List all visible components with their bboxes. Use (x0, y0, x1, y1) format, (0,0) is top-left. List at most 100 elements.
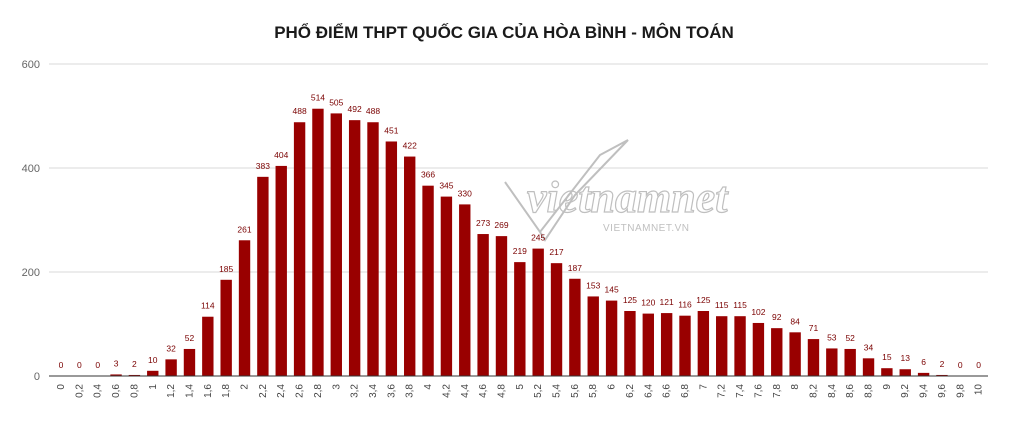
data-label: 383 (256, 161, 270, 171)
data-label: 125 (696, 295, 710, 305)
bar (734, 316, 746, 376)
x-tick-label: 4,6 (478, 384, 489, 398)
bar (936, 374, 948, 376)
bar (679, 315, 691, 376)
bar (862, 358, 875, 376)
x-tick-label: 0,8 (129, 384, 140, 398)
bar (697, 311, 710, 376)
x-tick-label: 6,2 (625, 384, 636, 398)
x-tick-label: 3,4 (368, 384, 379, 398)
bar (147, 370, 159, 376)
x-tick-label: 1,2 (166, 384, 177, 398)
x-axis-ticks: 0 0,2 0,4 0,6 0,8 1 1,2 1,4 1,6 1,8 2 2,2 2,4 2,6 2,8 3… (56, 384, 985, 398)
data-label: 0 (95, 360, 100, 370)
data-label: 219 (513, 246, 527, 256)
bar (183, 348, 196, 376)
x-tick-label: 8,6 (845, 384, 856, 398)
x-tick-label: 3,6 (386, 384, 397, 398)
data-label: 330 (458, 188, 472, 198)
x-tick-label: 3 (331, 384, 342, 390)
x-tick-label: 8,8 (864, 384, 875, 398)
x-tick-label: 7,4 (735, 384, 746, 398)
data-label: 53 (827, 332, 837, 342)
data-label: 116 (678, 300, 692, 310)
data-label: 125 (623, 295, 637, 305)
y-axis-ticks: 0 200 400 600 (22, 59, 40, 383)
bar (165, 359, 177, 376)
data-label: 0 (976, 360, 981, 370)
bar (569, 278, 581, 376)
x-tick-label: 2,6 (295, 384, 306, 398)
data-label: 121 (660, 297, 674, 307)
x-tick-label: 6,4 (643, 384, 654, 398)
data-label: 145 (604, 285, 618, 295)
x-tick-label: 6,8 (680, 384, 691, 398)
bar (312, 108, 324, 376)
x-tick-label: 1,4 (184, 384, 195, 398)
x-tick-label: 0,2 (74, 384, 85, 398)
x-tick-label: 6,6 (662, 384, 673, 398)
x-tick-label: 8,2 (808, 384, 819, 398)
x-tick-label: 0,6 (111, 384, 122, 398)
x-tick-label: 2 (240, 384, 251, 390)
bar (844, 348, 856, 376)
bar (605, 300, 618, 376)
bar (348, 120, 361, 376)
x-tick-label: 5 (515, 384, 526, 390)
bar (367, 122, 379, 377)
bar (826, 348, 838, 376)
y-tick-label: 600 (22, 59, 40, 71)
data-label: 71 (809, 323, 819, 333)
bar (789, 332, 801, 376)
x-tick-label: 9,6 (937, 384, 948, 398)
bar (404, 156, 416, 376)
data-label: 488 (292, 106, 306, 116)
bar (881, 368, 893, 376)
x-tick-label: 4 (423, 384, 434, 390)
bar (917, 372, 930, 376)
data-label: 404 (274, 150, 288, 160)
x-tick-label: 1,6 (203, 384, 214, 398)
data-label: 505 (329, 97, 343, 107)
bar (660, 313, 673, 376)
data-label: 0 (59, 360, 64, 370)
x-tick-label: 9,8 (955, 384, 966, 398)
watermark-subtext: VIETNAMNET.VN (603, 223, 690, 234)
data-label: 261 (237, 224, 251, 234)
data-label: 120 (641, 298, 655, 308)
x-tick-label: 5,8 (588, 384, 599, 398)
data-label: 492 (348, 104, 362, 114)
x-tick-label: 9,2 (900, 384, 911, 398)
x-tick-label: 9,4 (919, 384, 930, 398)
bar (220, 279, 232, 376)
bar (128, 374, 141, 376)
x-tick-label: 9 (882, 384, 893, 390)
bar (330, 113, 342, 377)
data-label: 451 (384, 125, 398, 135)
x-tick-label: 7,6 (753, 384, 764, 398)
x-tick-label: 5,6 (570, 384, 581, 398)
data-label: 153 (586, 280, 600, 290)
bar (899, 369, 911, 376)
x-tick-label: 0,4 (93, 384, 104, 398)
data-label: 269 (494, 220, 508, 230)
x-tick-label: 8 (790, 384, 801, 390)
bar (293, 122, 306, 377)
watermark-text: vietnamnet (527, 173, 729, 222)
bar (257, 176, 269, 376)
x-tick-label: 4,4 (460, 384, 471, 398)
x-tick-label: 4,8 (496, 384, 507, 398)
data-label: 13 (901, 353, 911, 363)
data-label: 3 (114, 358, 119, 368)
bar (550, 263, 563, 376)
bar (477, 234, 489, 376)
bar (771, 328, 783, 376)
data-label: 52 (185, 333, 195, 343)
x-tick-label: 1 (148, 384, 159, 390)
x-tick-label: 4,2 (441, 384, 452, 398)
x-tick-label: 8,4 (827, 384, 838, 398)
data-label: 366 (421, 170, 435, 180)
x-tick-label: 3,2 (350, 384, 361, 398)
